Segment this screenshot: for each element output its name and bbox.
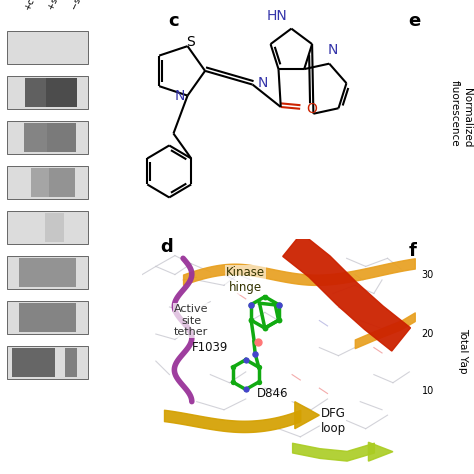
- Point: [229, 364, 237, 371]
- Bar: [12, 348, 55, 377]
- Text: c: c: [168, 12, 179, 30]
- Text: F1039: F1039: [192, 341, 228, 354]
- Point: [275, 317, 283, 324]
- Point: [242, 386, 249, 393]
- Text: +control: +control: [23, 0, 47, 12]
- Text: f: f: [409, 242, 417, 260]
- Point: [255, 378, 263, 386]
- Text: DFG
loop: DFG loop: [320, 407, 346, 435]
- Point: [247, 317, 255, 324]
- Text: +serum, TRULI: +serum, TRULI: [46, 0, 83, 12]
- Point: [229, 378, 237, 386]
- Text: 10: 10: [421, 386, 434, 396]
- Polygon shape: [295, 401, 319, 428]
- Point: [247, 301, 255, 309]
- Bar: [7, 256, 88, 289]
- Text: N: N: [328, 43, 338, 57]
- Point: [242, 356, 249, 364]
- Text: D846: D846: [257, 387, 289, 400]
- Point: [275, 301, 283, 309]
- Text: e: e: [409, 12, 421, 30]
- Polygon shape: [283, 233, 410, 351]
- Text: 30: 30: [421, 270, 434, 280]
- Point: [275, 301, 283, 309]
- Bar: [46, 78, 77, 107]
- Bar: [31, 168, 50, 197]
- Bar: [24, 123, 47, 152]
- Bar: [7, 31, 88, 64]
- Bar: [19, 303, 76, 332]
- Text: Total Yap: Total Yap: [458, 328, 468, 374]
- Text: −serum, TRULI: −serum, TRULI: [70, 0, 107, 12]
- Polygon shape: [368, 442, 393, 461]
- Text: HN: HN: [266, 9, 287, 23]
- Text: d: d: [160, 238, 173, 256]
- Bar: [7, 346, 88, 379]
- Point: [261, 293, 269, 301]
- Text: S: S: [186, 35, 195, 49]
- Point: [242, 386, 249, 393]
- Bar: [19, 258, 76, 287]
- Point: [247, 301, 255, 309]
- Bar: [7, 121, 88, 154]
- Point: [261, 324, 269, 332]
- Bar: [7, 166, 88, 199]
- Point: [242, 356, 249, 364]
- Bar: [65, 348, 77, 377]
- Point: [254, 338, 262, 346]
- Text: 20: 20: [421, 329, 434, 339]
- Bar: [48, 168, 75, 197]
- Point: [255, 364, 263, 371]
- Bar: [47, 123, 76, 152]
- Text: O: O: [307, 102, 318, 116]
- Text: Kinase
hinge: Kinase hinge: [226, 266, 265, 294]
- Bar: [7, 211, 88, 244]
- Bar: [45, 213, 64, 242]
- Text: Active
site
tether: Active site tether: [174, 304, 209, 337]
- Bar: [7, 301, 88, 334]
- Text: N: N: [174, 89, 185, 102]
- Text: N: N: [257, 76, 267, 90]
- Bar: [25, 78, 51, 107]
- Bar: [7, 76, 88, 109]
- Text: Normalized
fluorescence: Normalized fluorescence: [450, 81, 472, 147]
- Point: [251, 350, 259, 358]
